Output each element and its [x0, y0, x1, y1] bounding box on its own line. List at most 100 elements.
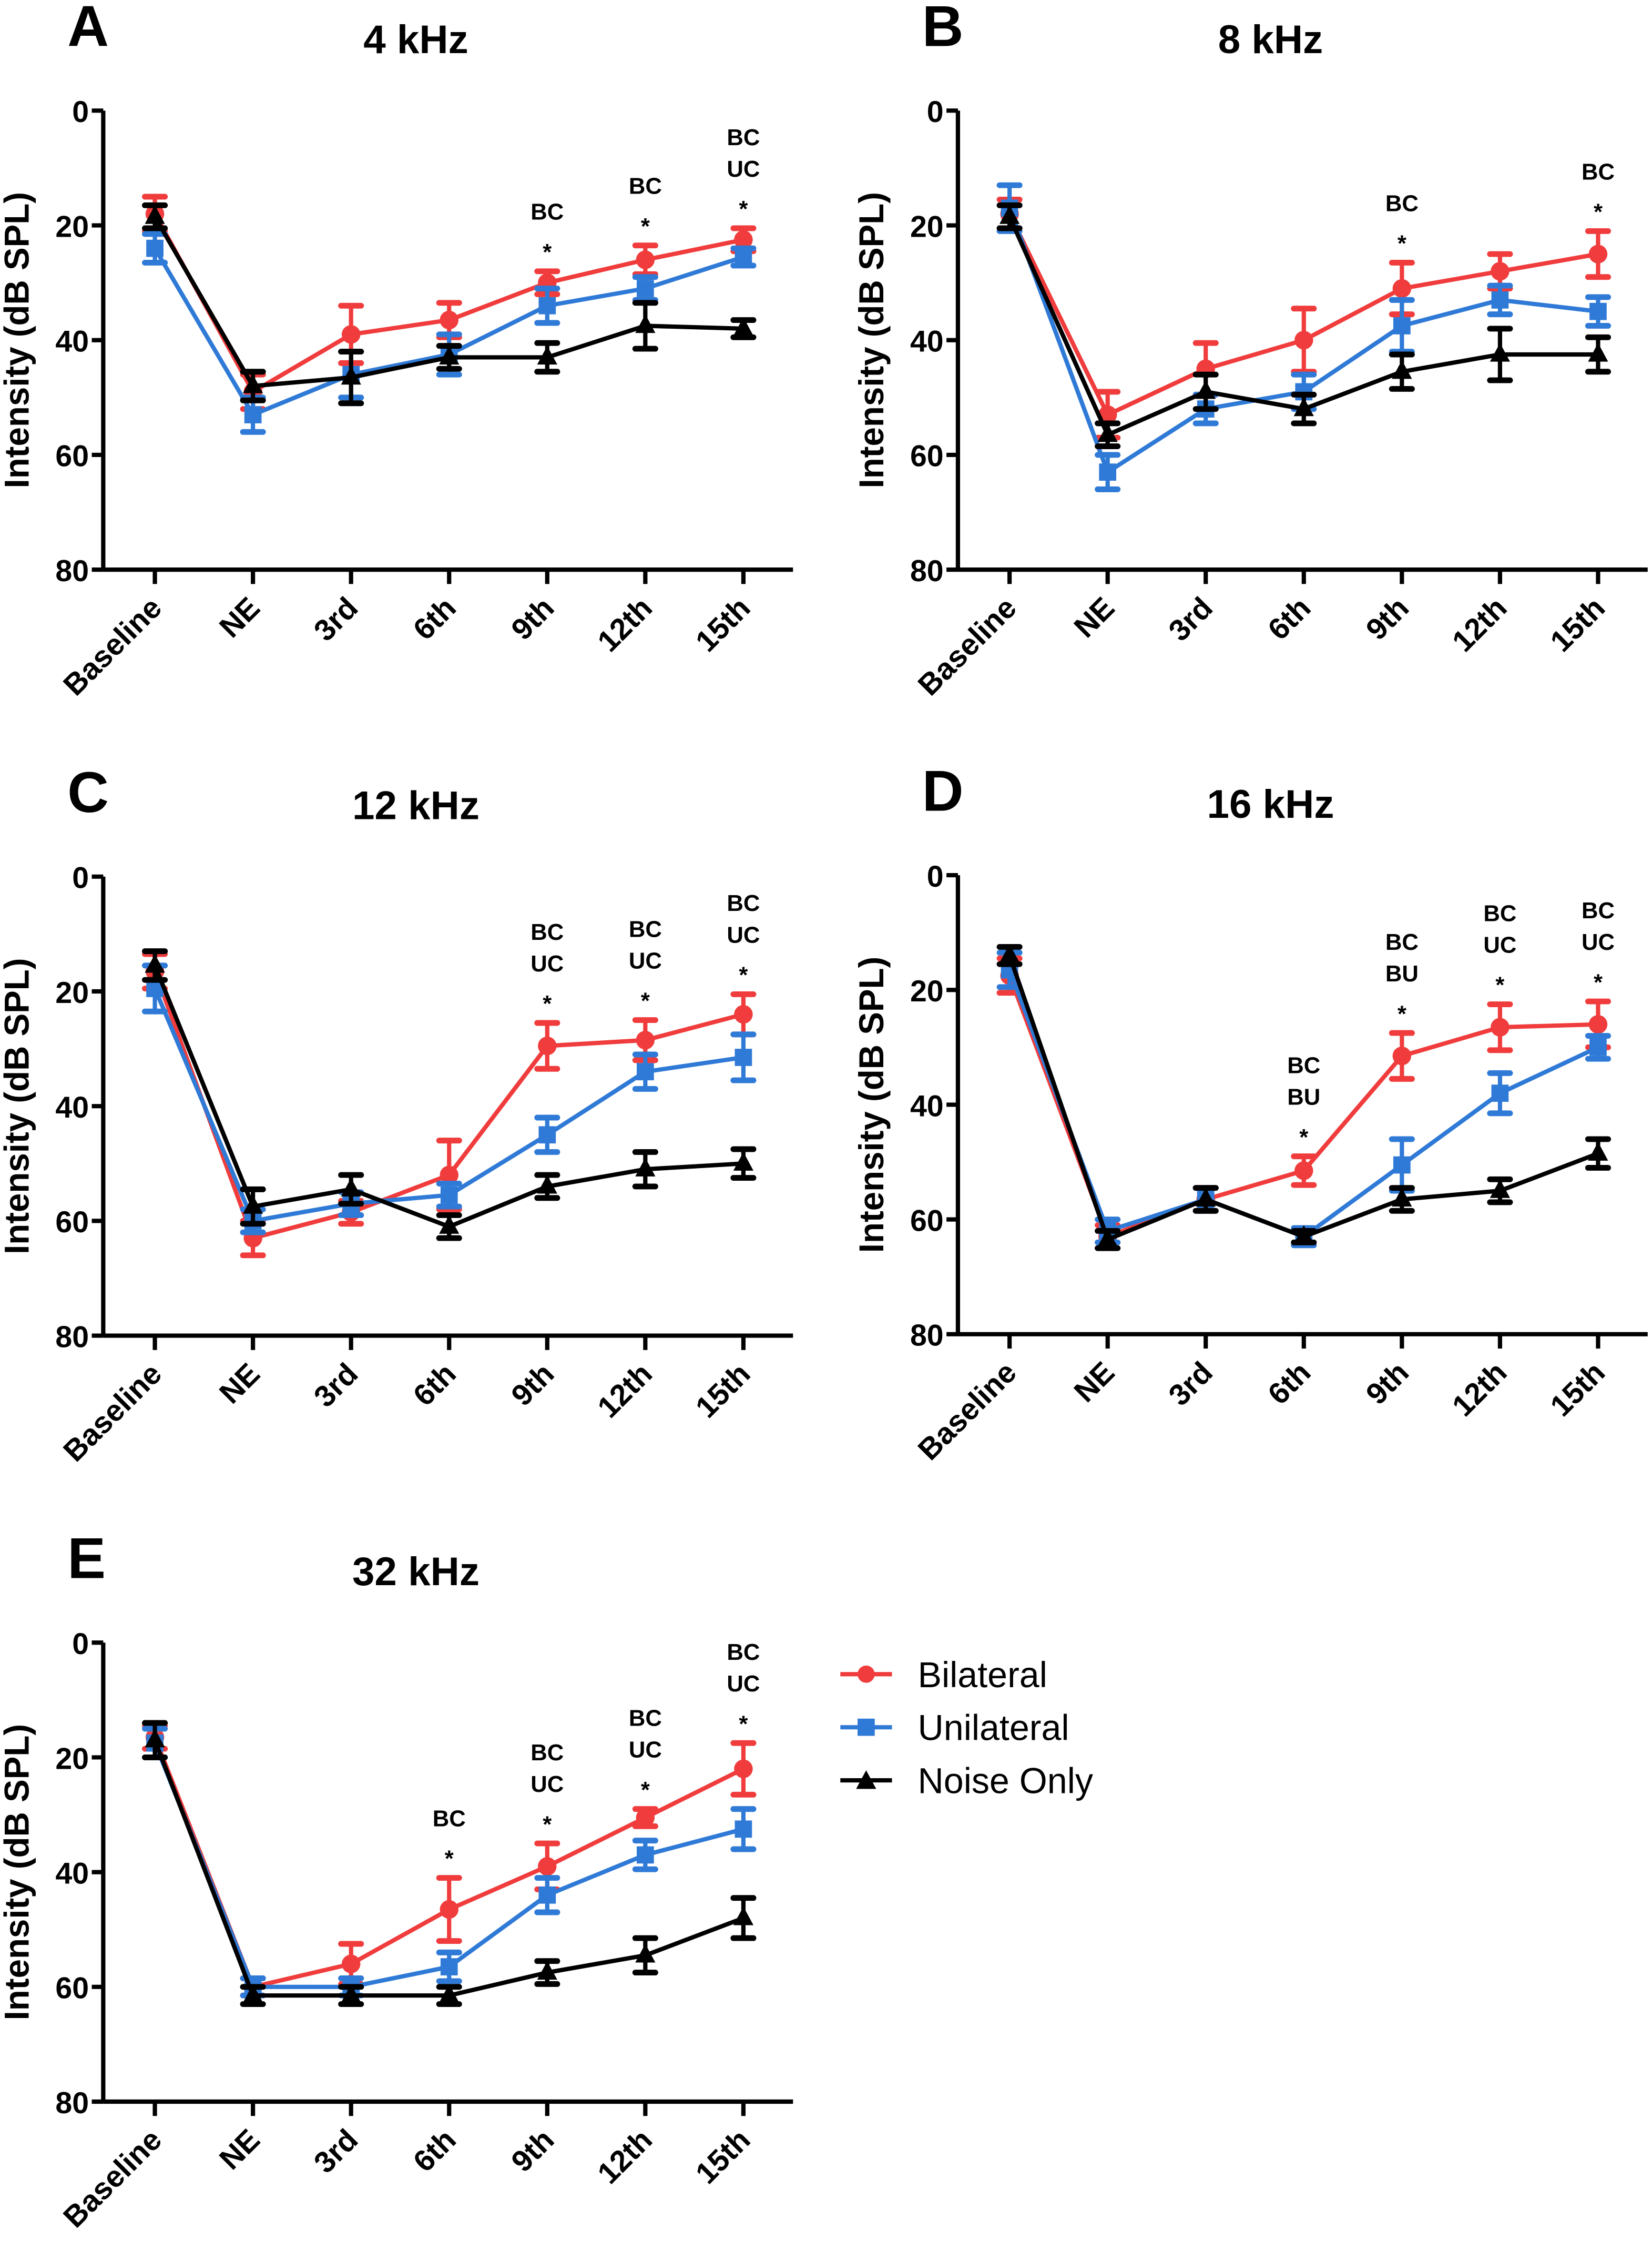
y-tick-label: 60	[910, 1204, 944, 1238]
significance-annotation: *	[543, 1812, 552, 1837]
x-tick-label: NE	[213, 1357, 267, 1411]
data-point	[146, 239, 164, 257]
x-tick-label: NE	[1068, 1355, 1121, 1409]
data-point	[734, 230, 753, 249]
y-tick-label: 0	[72, 95, 89, 129]
series-noise-only	[996, 944, 1611, 1251]
x-tick-label: Baseline	[912, 1355, 1023, 1467]
significance-annotation: BU	[1287, 1084, 1320, 1110]
legend-item-unilateral: Unilateral	[840, 1708, 1069, 1748]
x-tick-label: 12th	[591, 591, 659, 658]
data-point	[1392, 1046, 1412, 1066]
y-tick-label: 20	[55, 1742, 89, 1776]
data-point	[1099, 463, 1117, 481]
data-point	[735, 248, 752, 266]
x-tick-label: Baseline	[57, 591, 168, 702]
x-tick-label: 15th	[1544, 591, 1612, 658]
significance-annotation: *	[1495, 973, 1504, 998]
data-point	[538, 1857, 557, 1876]
y-tick-label: 80	[910, 1319, 944, 1353]
data-point	[735, 1820, 752, 1838]
data-point	[1392, 279, 1412, 298]
y-tick-label: 60	[55, 1972, 89, 2005]
data-point	[1097, 1228, 1118, 1247]
x-tick-label: NE	[213, 591, 267, 644]
legend: Bilateral Unilateral Noise Only	[840, 1655, 1093, 1801]
data-point	[537, 346, 557, 365]
data-point	[1196, 1188, 1216, 1207]
data-point	[635, 314, 656, 333]
significance-annotation: *	[641, 1778, 650, 1803]
data-point	[1589, 1038, 1607, 1056]
y-axis-label: Intensity (dB SPL)	[852, 192, 891, 489]
panel-letter: C	[67, 761, 109, 825]
panel-c: C 12 kHz Intensity (dB SPL) 0 20 40 60 80Baseli…	[0, 761, 793, 1468]
significance-annotation: BC	[1483, 901, 1516, 926]
significance-annotation: BC	[531, 200, 564, 225]
x-tick-label: 9th	[505, 591, 560, 646]
data-point	[1293, 397, 1314, 417]
x-tick-label: 12th	[591, 1357, 659, 1425]
y-tick-label: 0	[72, 1627, 89, 1661]
significance-annotation: BC	[727, 125, 760, 150]
data-point	[1000, 944, 1020, 963]
significance-annotation: BC	[1287, 1053, 1320, 1078]
series-noise-only	[142, 1720, 757, 2007]
significance-annotation: BC	[1385, 191, 1419, 216]
data-point	[733, 317, 753, 336]
data-point	[243, 1984, 263, 2003]
data-point	[1588, 343, 1608, 362]
y-tick-label: 20	[910, 210, 944, 244]
data-point	[1491, 291, 1509, 309]
data-point	[440, 310, 458, 330]
data-point	[439, 1215, 460, 1234]
data-point	[1588, 1142, 1608, 1161]
significance-annotation: *	[543, 991, 552, 1017]
data-point	[439, 346, 460, 365]
data-point	[1588, 1015, 1608, 1034]
x-tick-label: 12th	[591, 2123, 659, 2191]
significance-annotation: BC	[727, 891, 760, 916]
panel-letter: E	[67, 1527, 106, 1591]
data-point	[636, 1063, 654, 1081]
y-tick-label: 20	[910, 975, 944, 1008]
data-point	[244, 406, 262, 423]
y-axis-label: Intensity (dB SPL)	[0, 958, 36, 1254]
x-tick-label: 15th	[1544, 1355, 1612, 1423]
y-tick-label: 0	[927, 860, 944, 894]
data-point	[440, 1186, 458, 1204]
y-tick-label: 80	[910, 554, 944, 588]
significance-annotation: *	[1594, 200, 1603, 225]
x-tick-label: 6th	[407, 2123, 463, 2178]
panel-d: D 16 kHz Intensity (dB SPL) 0 20 40 60 80Baseli…	[852, 759, 1648, 1467]
data-point	[1490, 1179, 1510, 1198]
data-point	[440, 1900, 458, 1919]
significance-annotation: UC	[629, 948, 662, 974]
data-point	[538, 1886, 556, 1904]
panel-letter: A	[67, 0, 109, 59]
data-point	[440, 1165, 458, 1184]
x-tick-label: 15th	[689, 591, 757, 658]
x-tick-label: NE	[1068, 591, 1121, 644]
data-point	[1491, 262, 1510, 281]
x-tick-label: Baseline	[57, 1357, 168, 1468]
data-point	[341, 1984, 361, 2003]
significance-annotation: *	[543, 240, 552, 265]
significance-annotation: *	[1594, 970, 1603, 995]
data-point	[635, 1158, 656, 1177]
significance-annotation: UC	[629, 1737, 662, 1762]
panel-letter: D	[922, 759, 964, 823]
data-point	[1588, 245, 1608, 263]
data-point	[1491, 1018, 1510, 1037]
x-tick-label: 9th	[1360, 591, 1415, 646]
chart-title: 12 kHz	[352, 784, 480, 828]
legend-label: Bilateral	[918, 1655, 1047, 1695]
significance-annotation: *	[739, 1711, 748, 1737]
data-point	[145, 1728, 165, 1748]
y-axis-label: Intensity (dB SPL)	[0, 192, 36, 489]
significance-annotation: UC	[727, 922, 760, 948]
chart-title: 8 kHz	[1218, 17, 1323, 62]
data-point	[635, 1943, 656, 1963]
y-tick-label: 40	[55, 325, 89, 359]
data-point	[341, 1954, 361, 1973]
